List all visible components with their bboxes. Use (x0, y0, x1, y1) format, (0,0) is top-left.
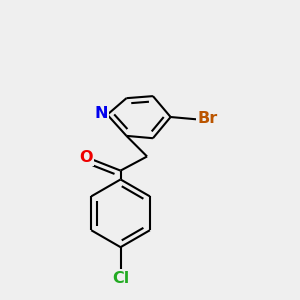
Text: Cl: Cl (112, 271, 129, 286)
Text: N: N (94, 106, 108, 121)
Text: Br: Br (197, 111, 218, 126)
Text: O: O (80, 150, 93, 165)
